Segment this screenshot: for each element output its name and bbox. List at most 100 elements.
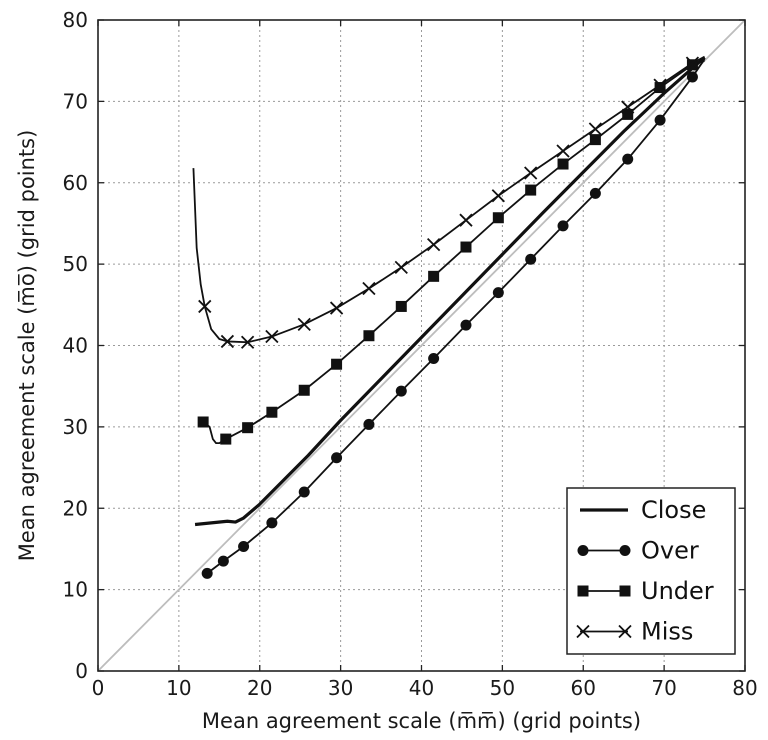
series-miss (192, 55, 705, 349)
x-tick-label-8: 80 (732, 676, 757, 700)
point-miss-3 (265, 329, 279, 344)
point-under-6 (363, 330, 375, 342)
point-under-9 (460, 241, 472, 253)
legend-marker-right-under (619, 585, 631, 597)
point-under-11 (525, 184, 537, 196)
point-over-14 (622, 153, 634, 165)
y-tick-label-2: 20 (63, 496, 88, 520)
legend-label-under: Under (641, 577, 714, 605)
point-over-6 (363, 418, 375, 430)
legend-box (566, 487, 736, 655)
y-axis-label: Mean agreement scale (m̅o̅) (grid points… (15, 130, 39, 562)
legend: Close Over Under Miss (566, 487, 736, 655)
point-under-7 (395, 300, 407, 312)
x-tick-label-5: 50 (490, 676, 515, 700)
point-over-4 (298, 486, 310, 498)
point-over-15 (654, 114, 666, 126)
point-under-13 (589, 134, 601, 146)
point-miss-15 (653, 78, 667, 92)
point-under-8 (428, 270, 440, 282)
legend-item-miss: Miss (576, 618, 693, 646)
axis-ticks (97, 19, 746, 672)
legend-item-over: Over (577, 537, 699, 565)
point-over-1 (217, 555, 229, 567)
legend-marker-left-miss (576, 624, 590, 639)
point-under-3 (266, 406, 278, 418)
y-tick-label-6: 60 (63, 171, 88, 195)
y-tick-label-8: 80 (63, 8, 88, 32)
x-tick-label-6: 60 (571, 676, 596, 700)
point-over-8 (428, 353, 440, 365)
tick-labels: 0 10 20 30 40 50 60 70 80 0 10 20 30 40 50 60 70 80 (63, 8, 758, 700)
series-line-under (202, 59, 705, 445)
point-over-7 (395, 385, 407, 397)
point-miss-9 (459, 213, 473, 227)
series-line-close (194, 56, 706, 527)
legend-marker-right-over (619, 545, 631, 556)
legend-item-under: Under (577, 577, 714, 605)
point-miss-16 (685, 56, 700, 70)
point-over-12 (557, 220, 569, 232)
point-miss-14 (621, 100, 635, 114)
point-over-0 (201, 567, 213, 579)
legend-label-over: Over (641, 537, 699, 565)
reference-diagonal-line (97, 19, 746, 672)
point-miss-2 (240, 335, 255, 349)
point-under-14 (622, 108, 634, 120)
point-miss-6 (362, 281, 376, 296)
y-tick-label-5: 50 (63, 252, 88, 276)
point-under-12 (557, 158, 569, 170)
point-miss-10 (491, 189, 505, 203)
y-tick-label-7: 70 (63, 89, 88, 113)
point-under-5 (331, 358, 343, 370)
point-miss-4 (297, 317, 311, 331)
series-line-miss (192, 55, 705, 344)
legend-item-close: Close (580, 496, 706, 524)
point-over-2 (238, 540, 250, 552)
point-under-1 (220, 433, 232, 445)
legend-marker-left-over (577, 545, 589, 556)
legend-label-miss: Miss (641, 618, 693, 646)
series-close (194, 56, 706, 527)
legend-label-close: Close (641, 496, 706, 524)
x-tick-label-4: 40 (409, 676, 434, 700)
point-miss-1 (220, 334, 235, 349)
point-miss-5 (329, 301, 344, 315)
series-line-over (206, 58, 706, 575)
point-over-9 (460, 319, 472, 331)
series-layer (192, 55, 706, 579)
x-tick-label-0: 0 (92, 676, 105, 700)
x-tick-label-3: 30 (328, 676, 353, 700)
x-tick-label-7: 70 (651, 676, 676, 700)
point-over-3 (266, 517, 278, 529)
legend-marker-left-under (577, 585, 589, 597)
point-under-2 (242, 422, 254, 434)
point-miss-0 (198, 299, 212, 314)
y-tick-label-3: 30 (63, 415, 88, 439)
point-under-10 (492, 212, 504, 224)
point-miss-8 (426, 237, 441, 252)
point-over-10 (492, 287, 504, 299)
point-under-4 (298, 384, 310, 396)
y-tick-label-1: 10 (63, 578, 88, 602)
point-over-16 (686, 71, 698, 83)
x-axis-label: Mean agreement scale (m̅m̅) (grid points… (202, 709, 641, 733)
y-tick-label-4: 40 (63, 334, 88, 358)
y-tick-label-0: 0 (75, 659, 88, 683)
point-miss-7 (394, 260, 408, 275)
x-tick-label-2: 20 (247, 676, 272, 700)
point-miss-11 (524, 166, 538, 180)
point-over-13 (589, 187, 601, 199)
series-under (197, 59, 705, 445)
point-under-0 (197, 416, 209, 428)
point-over-5 (331, 452, 343, 464)
x-tick-label-1: 10 (166, 676, 191, 700)
point-under-16 (686, 59, 698, 71)
legend-marker-right-miss (618, 624, 632, 639)
series-over (201, 58, 706, 579)
point-over-11 (525, 253, 537, 265)
point-miss-13 (588, 122, 603, 136)
point-under-15 (654, 82, 666, 94)
point-miss-12 (556, 144, 570, 158)
